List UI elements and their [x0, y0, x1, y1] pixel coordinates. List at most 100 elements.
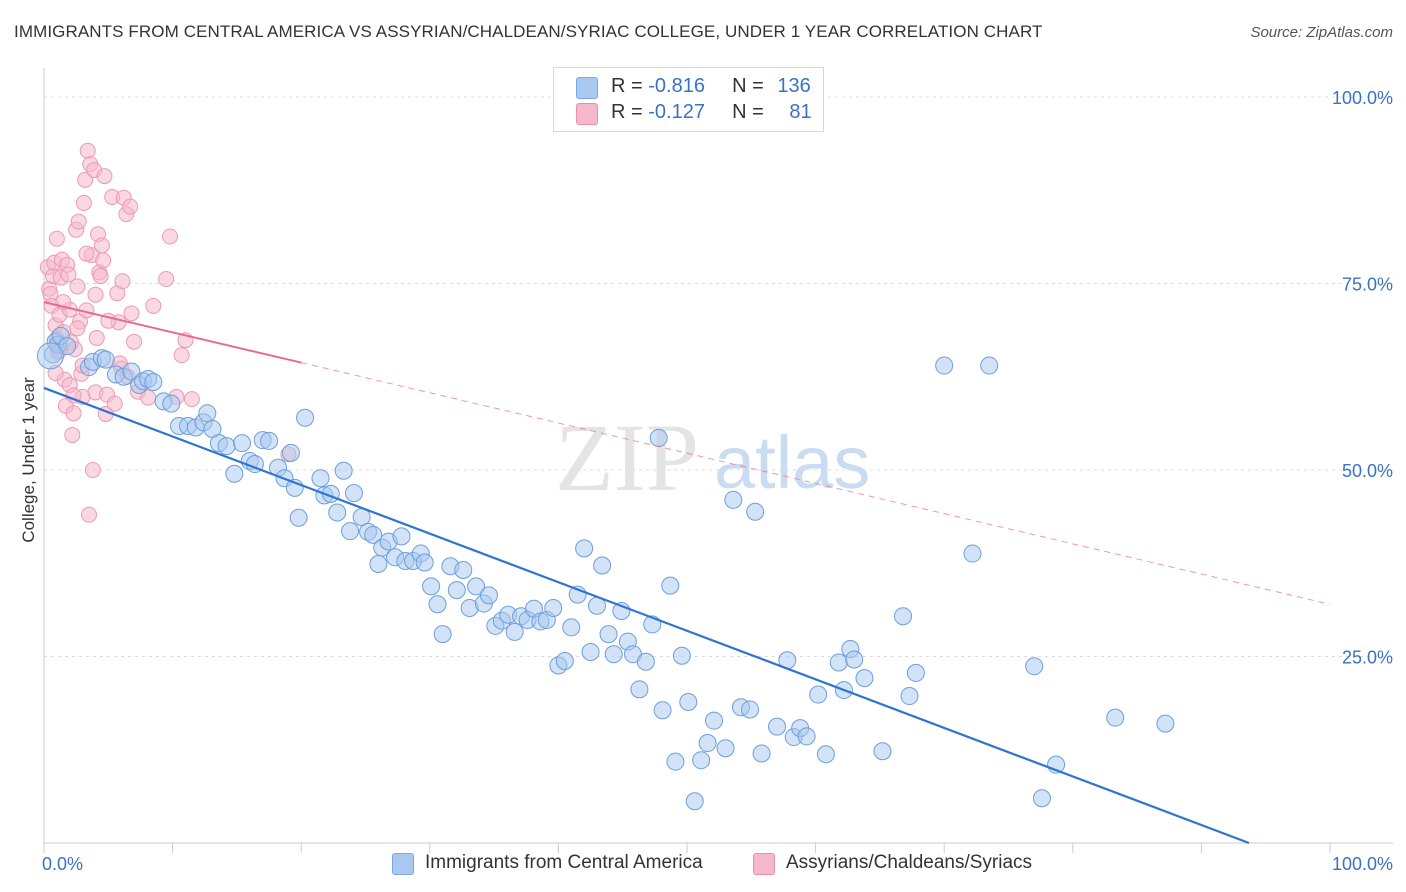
- data-point-central-america: [562, 618, 581, 637]
- data-point-central-america: [797, 727, 816, 746]
- bottom-legend-swatch-blue: [392, 853, 414, 875]
- legend-n-value: 136: [777, 75, 811, 97]
- data-point-assyrian: [64, 426, 81, 443]
- data-point-central-america: [162, 394, 181, 413]
- regression-line-central-america: [43, 386, 1250, 845]
- data-point-central-america: [422, 577, 441, 596]
- data-point-assyrian: [162, 228, 179, 245]
- data-point-central-america: [328, 503, 347, 522]
- data-point-assyrian: [126, 333, 143, 350]
- data-point-central-america: [217, 437, 236, 456]
- data-point-central-america: [334, 461, 353, 480]
- data-point-central-america: [198, 404, 217, 423]
- data-point-central-america: [630, 680, 649, 699]
- data-point-central-america: [873, 742, 892, 761]
- series-central-america-points: [36, 326, 1175, 811]
- grid-lines: [44, 96, 1393, 657]
- data-point-central-america: [1032, 789, 1051, 808]
- data-point-assyrian: [87, 286, 104, 303]
- data-point-assyrian: [96, 168, 113, 185]
- data-point-assyrian: [183, 391, 200, 408]
- x-tick-label: 100.0%: [1332, 854, 1393, 874]
- data-point-central-america: [454, 560, 473, 579]
- data-point-assyrian: [78, 245, 95, 262]
- data-point-central-america: [855, 669, 874, 688]
- data-point-central-america: [144, 372, 163, 391]
- data-point-central-america: [296, 408, 315, 427]
- data-point-central-america: [661, 576, 680, 595]
- data-point-central-america: [698, 734, 717, 753]
- data-point-central-america: [845, 650, 864, 669]
- data-point-central-america: [741, 700, 760, 719]
- data-point-assyrian: [75, 194, 92, 211]
- data-point-central-america: [233, 434, 252, 453]
- data-point-assyrian: [48, 230, 65, 247]
- data-point-assyrian: [70, 213, 87, 230]
- legend-n-label: N =: [732, 101, 764, 123]
- data-point-central-america: [544, 599, 563, 618]
- data-point-assyrian: [122, 198, 139, 215]
- data-point-central-america: [752, 744, 771, 763]
- data-point-assyrian: [114, 273, 131, 290]
- legend-swatch-pink: [576, 103, 598, 125]
- data-point-assyrian: [81, 506, 98, 523]
- data-point-central-america: [36, 342, 64, 370]
- data-point-central-america: [666, 752, 685, 771]
- data-point-central-america: [816, 745, 835, 764]
- legend-n-label: N =: [732, 75, 764, 97]
- data-point-central-america: [906, 663, 925, 682]
- data-point-central-america: [705, 711, 724, 730]
- data-point-central-america: [344, 484, 363, 503]
- data-point-central-america: [963, 544, 982, 563]
- data-point-central-america: [894, 607, 913, 626]
- data-point-central-america: [479, 586, 498, 605]
- data-point-central-america: [225, 464, 244, 483]
- watermark-zip: ZIP: [555, 404, 699, 511]
- data-point-central-america: [809, 685, 828, 704]
- y-tick-labels: 100.0% 75.0% 50.0% 25.0%: [1332, 88, 1393, 668]
- data-point-central-america: [289, 508, 308, 527]
- data-point-assyrian: [84, 462, 101, 478]
- data-point-central-america: [505, 622, 524, 641]
- data-point-central-america: [428, 595, 447, 614]
- data-point-central-america: [679, 693, 698, 712]
- data-point-central-america: [581, 643, 600, 662]
- regression-lines: [43, 301, 1331, 845]
- data-point-central-america: [311, 469, 330, 488]
- data-point-central-america: [980, 356, 999, 375]
- data-point-central-america: [467, 577, 486, 596]
- bottom-legend-swatch-pink: [753, 853, 775, 875]
- legend-r-label: R =: [611, 101, 643, 123]
- data-point-central-america: [260, 431, 279, 450]
- regression-line-assyrian-extrapolated: [301, 362, 1331, 605]
- data-point-assyrian: [95, 252, 112, 269]
- data-point-central-america: [392, 527, 411, 546]
- chart-title: IMMIGRANTS FROM CENTRAL AMERICA VS ASSYR…: [14, 22, 1043, 41]
- legend-r-label: R =: [611, 75, 643, 97]
- regression-line-assyrian: [43, 301, 302, 364]
- data-point-central-america: [1025, 657, 1044, 676]
- watermark-atlas: atlas: [714, 421, 870, 504]
- legend-r-value: -0.127: [648, 101, 705, 123]
- y-tick-label: 25.0%: [1342, 648, 1393, 668]
- data-point-central-america: [369, 554, 388, 573]
- data-point-central-america: [364, 525, 383, 544]
- y-tick-label: 75.0%: [1342, 275, 1393, 295]
- data-point-assyrian: [88, 329, 105, 346]
- data-point-central-america: [636, 652, 655, 671]
- data-point-central-america: [447, 581, 466, 600]
- data-point-central-america: [575, 539, 594, 558]
- data-point-central-america: [746, 502, 765, 521]
- data-point-assyrian: [60, 266, 77, 283]
- data-point-assyrian: [123, 305, 140, 322]
- data-point-central-america: [685, 792, 704, 811]
- bottom-legend-label: Immigrants from Central America: [425, 852, 703, 873]
- data-point-assyrian: [173, 347, 190, 364]
- data-point-assyrian: [145, 297, 162, 314]
- data-point-central-america: [96, 350, 115, 369]
- data-point-central-america: [716, 739, 735, 758]
- data-point-central-america: [672, 646, 691, 665]
- data-point-central-america: [593, 556, 612, 575]
- x-tick-label: 0.0%: [42, 854, 83, 874]
